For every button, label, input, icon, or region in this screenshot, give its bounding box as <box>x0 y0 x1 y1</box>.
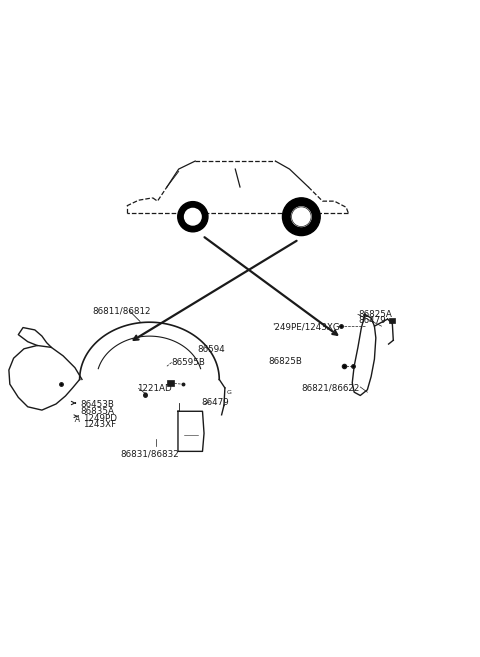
Text: 86594: 86594 <box>197 345 225 354</box>
Circle shape <box>291 207 311 227</box>
Text: 1249PD: 1249PD <box>84 414 118 423</box>
Text: 86821/86622: 86821/86622 <box>301 384 360 393</box>
Text: 1243XF: 1243XF <box>84 420 117 430</box>
Text: 86811/86812: 86811/86812 <box>92 307 150 316</box>
Circle shape <box>184 208 201 225</box>
Text: A: A <box>74 415 79 424</box>
Text: '249PE/1243XG: '249PE/1243XG <box>272 323 340 331</box>
Text: 86825A: 86825A <box>359 309 393 319</box>
Text: 86479: 86479 <box>359 316 386 325</box>
Text: G: G <box>227 390 231 395</box>
Circle shape <box>178 202 208 232</box>
Text: 86479: 86479 <box>202 398 229 407</box>
Text: 86595B: 86595B <box>172 358 205 367</box>
Text: 86825B: 86825B <box>268 357 302 366</box>
Bar <box>167 380 174 386</box>
Bar <box>389 317 395 323</box>
Text: 86835A: 86835A <box>81 407 115 416</box>
Text: 86831/86832: 86831/86832 <box>120 450 179 459</box>
Circle shape <box>282 198 320 236</box>
Text: 86453B: 86453B <box>81 400 114 409</box>
Text: 1221AD: 1221AD <box>137 384 172 393</box>
